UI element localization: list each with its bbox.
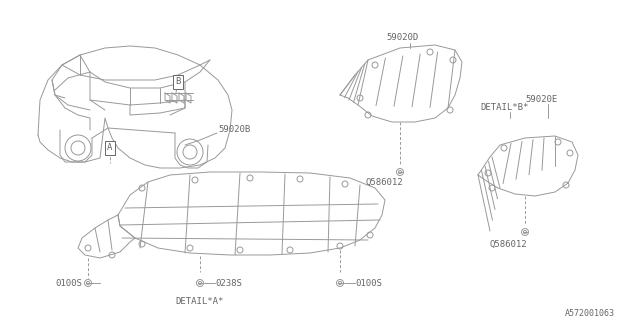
Text: 59020E: 59020E [525, 95, 557, 105]
Text: 59020D: 59020D [386, 34, 419, 43]
Text: 0100S: 0100S [55, 278, 82, 287]
Text: Q586012: Q586012 [490, 239, 527, 249]
Text: 59020B: 59020B [218, 125, 250, 134]
Text: Q586012: Q586012 [365, 178, 403, 187]
Text: DETAIL*A*: DETAIL*A* [176, 298, 224, 307]
Text: 0238S: 0238S [215, 278, 242, 287]
Text: A572001063: A572001063 [565, 308, 615, 317]
Text: B: B [175, 77, 180, 86]
Text: A: A [108, 143, 113, 153]
Text: 0100S: 0100S [355, 278, 382, 287]
Text: DETAIL*B*: DETAIL*B* [480, 103, 529, 113]
